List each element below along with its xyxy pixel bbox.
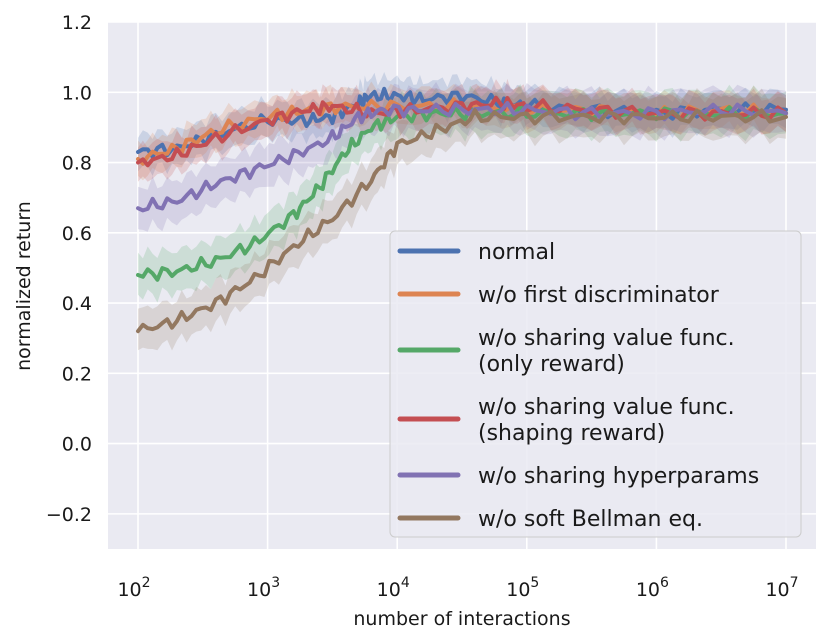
y-tick-label: 0.6 [62, 223, 92, 245]
legend: normal w/o first discriminator w/o sharing… [389, 230, 802, 538]
y-axis-ticks: −0.2 0.0 0.2 0.4 0.6 0.8 1.0 1.2 [46, 12, 92, 526]
legend-label: w/o first discriminator [478, 283, 720, 308]
y-axis-label: normalized return [13, 201, 35, 371]
series-band-5 [138, 81, 786, 232]
legend-label: (only reward) [478, 352, 625, 377]
y-tick-label: 1.2 [62, 12, 92, 34]
x-tick-label: 107 [765, 575, 798, 601]
series-line-3 [136, 104, 788, 282]
legend-label: w/o sharing value func. [478, 326, 735, 351]
x-tick-label: 103 [247, 575, 280, 601]
y-tick-label: 1.0 [62, 82, 92, 104]
legend-label: (shaping reward) [478, 421, 665, 446]
y-tick-label: 0.0 [62, 434, 92, 456]
legend-label: w/o sharing hyperparams [478, 464, 759, 489]
y-tick-label: 0.8 [62, 153, 92, 175]
y-tick-label: 0.4 [62, 293, 92, 315]
x-axis-label: number of interactions [353, 608, 570, 630]
series-band-3 [138, 84, 786, 303]
y-tick-label: 0.2 [62, 363, 92, 385]
series-lines [136, 86, 788, 334]
x-tick-label: 104 [377, 575, 410, 601]
x-tick-label: 106 [636, 575, 669, 601]
x-axis-ticks: 102 103 104 105 106 107 [117, 575, 798, 601]
legend-label: w/o sharing value func. [478, 395, 735, 420]
x-tick-label: 102 [117, 575, 150, 601]
series-line-4 [136, 95, 788, 168]
legend-label: w/o soft Bellman eq. [478, 507, 703, 532]
x-tick-label: 105 [506, 575, 539, 601]
legend-box [389, 230, 802, 538]
legend-label: normal [478, 240, 555, 265]
series-line-6 [136, 108, 788, 334]
series-band-4 [138, 78, 786, 182]
y-tick-label: −0.2 [46, 504, 92, 526]
series-band-1 [138, 72, 786, 176]
